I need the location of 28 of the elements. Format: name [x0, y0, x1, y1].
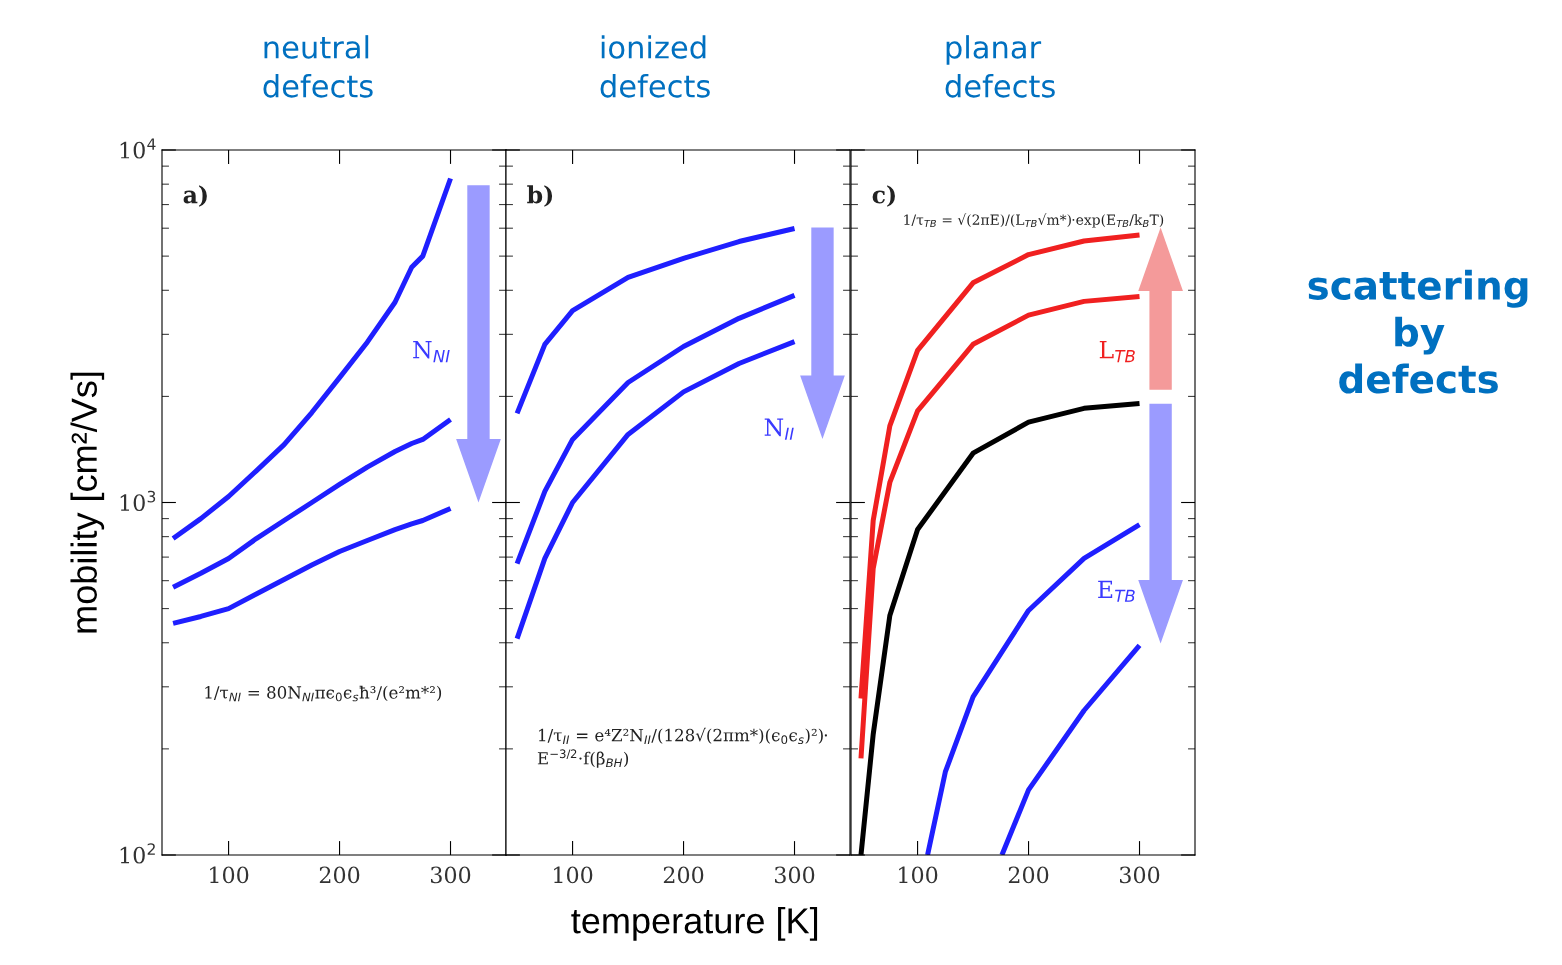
x-tick-label: 100 — [554, 866, 593, 884]
x-tick-label: 300 — [1120, 866, 1160, 884]
chart-title: neutral defects — [263, 35, 373, 98]
x-tick-label: 200 — [1008, 866, 1049, 884]
text: scattering by defects — [1308, 269, 1528, 394]
y-tick-label: 10$^{4}$ — [120, 138, 156, 159]
annotation: c) — [872, 185, 895, 207]
chart-title: planar defects — [945, 35, 1055, 98]
x-tick-label: 300 — [431, 866, 471, 884]
x-tick-label: 200 — [663, 866, 704, 884]
text: 1/τ$_{NI}$ = 80N$_{NI}$πϵ$_{0}$ϵ$_{s}$ħ³/(e²m*²) — [205, 685, 442, 702]
annotation: N$_{II}$ — [764, 418, 794, 440]
annotation: a) — [183, 185, 207, 207]
x-tick-label: 100 — [899, 866, 938, 884]
chart-title: ionized defects — [600, 35, 710, 98]
x-axis-title: temperature [K] — [571, 907, 818, 941]
y-axis-title: mobility [cm²/Vs] — [70, 372, 105, 633]
y-tick-label: 10$^{3}$ — [120, 490, 156, 512]
text: 1/τ$_{II}$ = e⁴Z²N$_{II}$/(128√(2πm*)(ϵ$_{0}$ϵ$_{s}$)²)· E$^{−3/2}$·f(β$_{BH}$) — [537, 727, 827, 768]
annotation: N$_{NI}$ — [413, 341, 450, 363]
annotation: L$_{TB}$ — [1099, 341, 1135, 363]
x-tick-label: 300 — [775, 866, 815, 884]
x-tick-label: 100 — [210, 866, 249, 884]
y-tick-label: 10$^{2}$ — [120, 843, 155, 864]
x-tick-label: 200 — [319, 866, 360, 884]
text: 1/τ$_{TB}$ = √(2πE)/(L$_{TB}$√m*)·exp(E$_{TB}$/k$_{B}$T) — [904, 213, 1164, 228]
annotation: E$_{TB}$ — [1098, 580, 1135, 602]
annotation: b) — [527, 185, 553, 207]
